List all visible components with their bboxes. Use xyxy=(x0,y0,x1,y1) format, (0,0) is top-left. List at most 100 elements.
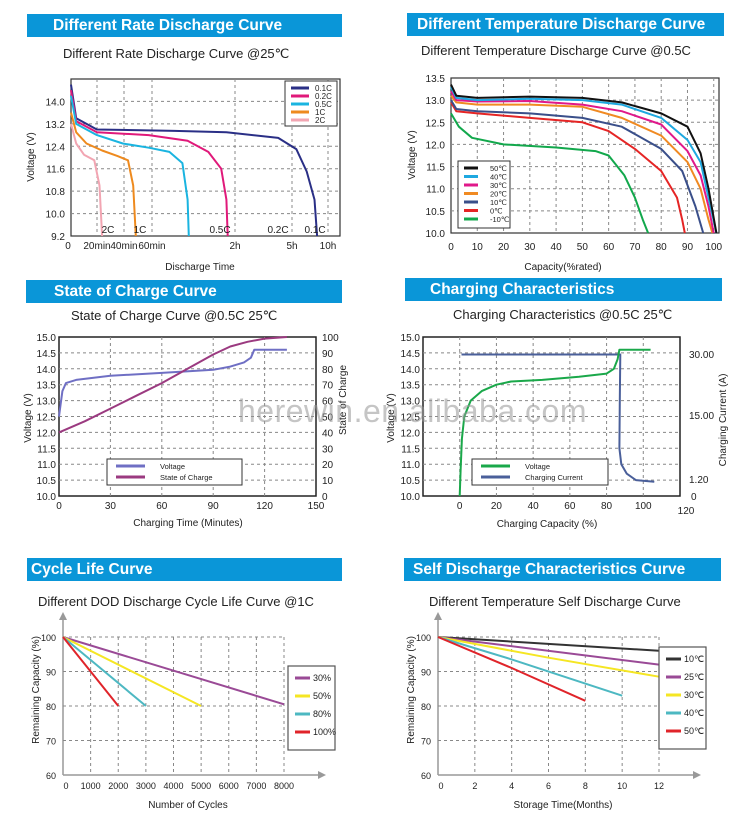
y-tick-label: 100 xyxy=(41,633,56,643)
y2-tick-label: 60 xyxy=(322,397,334,408)
y-axis-label: Remaining Capacity (%) xyxy=(31,636,42,744)
x-tick-label: 5h xyxy=(286,241,297,252)
y-tick-label: 13.5 xyxy=(37,381,57,392)
y-axis-label: Remaining Capacity (%) xyxy=(406,636,417,744)
y-tick-label: 13.2 xyxy=(46,120,66,131)
y-tick-label: 12.5 xyxy=(401,413,421,424)
series-line-50℃ xyxy=(450,84,718,234)
y-tick-label: 15.0 xyxy=(401,333,421,344)
legend-label-1: 40℃ xyxy=(490,173,507,182)
x-tick-label: 150 xyxy=(308,501,325,512)
x-tick-label: 60min xyxy=(138,241,165,252)
legend-label-0: 50℃ xyxy=(490,164,507,173)
y-tick-label: 90 xyxy=(46,668,56,678)
y2-tick-label: 10 xyxy=(322,476,334,487)
x-tick-label: 120 xyxy=(256,501,273,512)
y2-axis-label: State of Charge xyxy=(338,365,349,435)
x-tick-label: 60 xyxy=(156,501,168,512)
banner-charging: Charging Characteristics xyxy=(405,278,722,301)
y2-tick-label: 100 xyxy=(322,333,339,344)
y-tick-label: 60 xyxy=(421,771,431,781)
y-tick-label: 11.5 xyxy=(37,444,56,455)
legend-label-0: 10℃ xyxy=(684,654,704,664)
x-tick-label: 10 xyxy=(472,242,484,253)
y-tick-label: 11.0 xyxy=(37,460,56,471)
x-tick-label: 8000 xyxy=(274,781,294,791)
series-line-50% xyxy=(62,636,202,707)
series-line-30℃ xyxy=(437,636,660,678)
series-line-25℃ xyxy=(437,636,660,666)
x-tick-label: 50 xyxy=(577,242,589,253)
y2-tick-label: 30 xyxy=(322,444,334,455)
series-line-voltage xyxy=(458,348,651,497)
y2-tick-label: 0 xyxy=(322,492,328,503)
y-tick-label: 11.5 xyxy=(426,163,445,174)
curve-label: 0.2C xyxy=(267,225,288,236)
x-tick-label: 30 xyxy=(105,501,117,512)
x-tick-label: 5000 xyxy=(191,781,211,791)
y-tick-label: 10.0 xyxy=(401,492,421,503)
legend-label-0: 0.1C xyxy=(315,84,332,93)
x-tick-label: 100 xyxy=(635,501,652,512)
x-tick-label: 20 xyxy=(491,501,503,512)
x-tick-label: 1000 xyxy=(81,781,101,791)
series-line-0.5C xyxy=(70,95,190,237)
x-tick-label: 60 xyxy=(564,501,576,512)
x-tick-label: 0 xyxy=(438,781,443,791)
legend-label-1: 50% xyxy=(313,691,331,701)
y-tick-label: 12.0 xyxy=(37,428,57,439)
banner-cycle-life: Cycle Life Curve xyxy=(27,558,342,581)
series-line-30% xyxy=(62,636,285,706)
legend-label-0: 30% xyxy=(313,673,331,683)
x-tick-label: 2h xyxy=(229,241,240,252)
y2-axis-label: Charging Current (A) xyxy=(718,374,729,467)
x-tick-label: 70 xyxy=(629,242,641,253)
series-line-80% xyxy=(62,636,147,707)
x-axis-arrow-icon xyxy=(318,771,326,779)
x-axis-label: Capacity(%rated) xyxy=(524,262,601,273)
legend-label-1: Charging Current xyxy=(525,473,583,482)
legend-label-4: 2C xyxy=(315,116,325,125)
y-tick-label: 80 xyxy=(46,702,56,712)
y-tick-label: 10.5 xyxy=(426,207,446,218)
x-tick-label: 80 xyxy=(656,242,668,253)
series-line-10℃ xyxy=(437,636,660,652)
x-tick-label: 40 xyxy=(551,242,563,253)
chart-rate-discharge: 9.2 10.0 10.8 11.6 12.4 13.2 14.0 0 20min 40min 60… xyxy=(26,78,341,273)
x-tick-label: 4000 xyxy=(163,781,183,791)
y-axis-arrow-icon xyxy=(434,612,442,620)
y-tick-label: 10.5 xyxy=(401,476,421,487)
y2-tick-label: 80 xyxy=(322,365,334,376)
x-tick-label: 2000 xyxy=(108,781,128,791)
y-tick-label: 13.5 xyxy=(426,74,446,85)
series-line-0℃ xyxy=(450,101,686,234)
y2-tick-label: 15.00 xyxy=(689,411,714,422)
legend-label-2: 80% xyxy=(313,709,331,719)
legend-label-2: 30℃ xyxy=(684,690,704,700)
banner-soc: State of Charge Curve xyxy=(26,280,342,303)
x-tick-label: 3000 xyxy=(136,781,156,791)
y-tick-label: 11.0 xyxy=(401,460,420,471)
legend-label-6: -10℃ xyxy=(490,215,510,224)
x-tick-label: 0 xyxy=(457,501,463,512)
legend-label-0: Voltage xyxy=(160,462,185,471)
y-tick-label: 10.0 xyxy=(46,210,66,221)
y-tick-label: 10.0 xyxy=(37,492,57,503)
x-tick-label: 20 xyxy=(498,242,510,253)
series-line-1C xyxy=(70,112,137,237)
x-axis-arrow-icon xyxy=(693,771,701,779)
x-tick-label: 10 xyxy=(617,781,627,791)
y-tick-label: 15.0 xyxy=(37,333,57,344)
series-line-50℃ xyxy=(437,636,586,702)
legend-label-2: 0.5C xyxy=(315,100,332,109)
x-tick-label: 0 xyxy=(65,241,71,252)
y-tick-label: 10.8 xyxy=(46,187,66,198)
series-line-40℃ xyxy=(437,636,623,697)
x-tick-label: 7000 xyxy=(246,781,266,791)
x-tick-label: 20min xyxy=(83,241,110,252)
y-axis-label: Voltage (V) xyxy=(23,393,34,442)
legend-label-4: 50℃ xyxy=(684,726,704,736)
y2-tick-label: 0 xyxy=(691,492,697,503)
legend-label-1: 0.2C xyxy=(315,92,332,101)
y-tick-label: 14.0 xyxy=(46,97,66,108)
